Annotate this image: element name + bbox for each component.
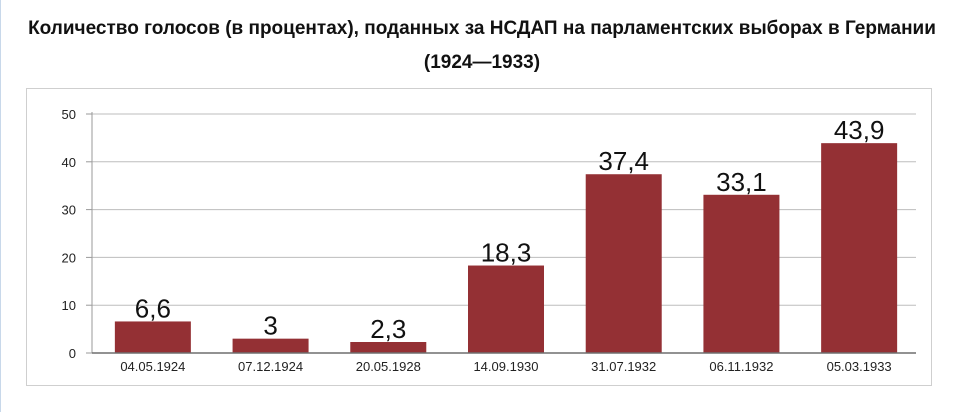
x-tick-label: 14.09.1930 [473,359,538,374]
bar [114,321,191,353]
data-label: 2,3 [370,314,406,344]
data-label: 6,6 [135,293,171,323]
x-tick-label: 20.05.1928 [356,359,421,374]
bar [703,194,780,353]
y-tick-label: 10 [62,298,76,313]
y-tick-label: 50 [62,107,76,122]
x-tick-label: 04.05.1924 [120,359,185,374]
chart-title: Количество голосов (в процентах), поданн… [28,18,936,73]
data-label: 43,9 [834,115,885,145]
bar [585,174,662,353]
x-tick-label: 31.07.1932 [591,359,656,374]
axes [91,112,916,354]
data-label: 18,3 [481,238,532,268]
bar [468,265,544,353]
y-tick-label: 40 [62,155,76,170]
x-tick-label: 05.03.1933 [827,359,892,374]
bar [821,143,898,353]
y-tick-label: 20 [62,250,76,265]
x-tick-label: 07.12.1924 [238,359,303,374]
y-tick-label: 0 [69,346,76,361]
bar [232,338,309,353]
bars [114,143,898,353]
labels: 0 10 20 30 40 50 6,6 04.05.1924 3 07.12.1924 2,3 20… [62,107,892,374]
y-tick-label: 30 [62,203,76,218]
data-label: 37,4 [598,146,649,176]
page-left-border [0,0,1,412]
bar [350,342,427,353]
x-tick-label: 06.11.1932 [709,359,773,374]
data-label: 3 [263,311,277,341]
data-label: 33,1 [716,167,767,197]
